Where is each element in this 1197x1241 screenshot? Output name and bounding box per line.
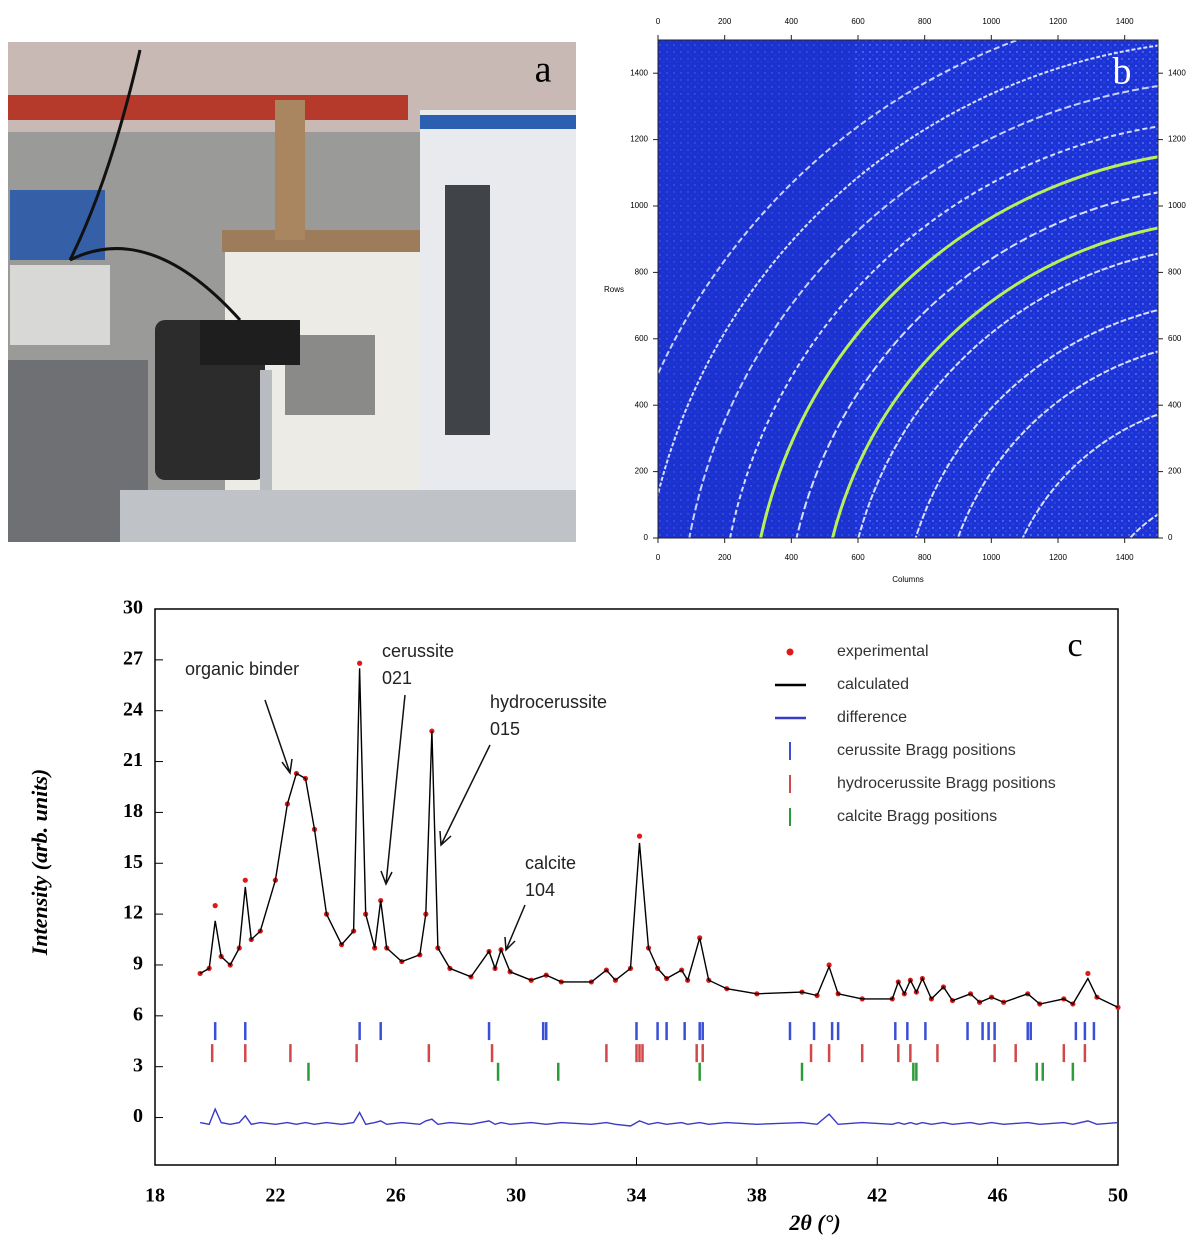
y-tick-label: 1200 (1168, 135, 1186, 144)
y-tick-label: 18 (123, 800, 143, 822)
legend-label: difference (837, 709, 907, 726)
data-point (242, 877, 248, 883)
y-tick-label: 600 (1168, 334, 1182, 343)
y-tick-label: 21 (123, 749, 143, 771)
x-tick-label: 38 (747, 1185, 767, 1207)
panel-label: b (1113, 51, 1132, 93)
x-tick-label: 30 (506, 1185, 526, 1207)
x-tick-label: 1000 (982, 17, 1000, 26)
x-tick-label: 400 (785, 17, 799, 26)
x-tick-label: 200 (718, 17, 732, 26)
annotation: hydrocerussite (490, 692, 607, 712)
y-tick-label: 9 (133, 953, 143, 975)
y-tick-label: 800 (635, 268, 649, 277)
y-tick-label: 0 (1168, 533, 1173, 542)
annotation-arrows (264, 694, 526, 952)
y-tick-label: 800 (1168, 268, 1182, 277)
axis-title: Columns (892, 575, 924, 584)
y-tick-label: 15 (123, 851, 143, 873)
x-tick-label: 1400 (1116, 17, 1134, 26)
y-tick-label: 0 (644, 533, 649, 542)
legend-label: experimental (837, 643, 929, 660)
legend-label: calculated (837, 676, 909, 693)
x-axis-title: 2θ (°) (788, 1210, 840, 1235)
legend-label: hydrocerussite Bragg positions (837, 775, 1056, 792)
y-tick-label: 600 (635, 334, 649, 343)
x-tick-label: 22 (265, 1185, 285, 1207)
axis-title: Rows (604, 285, 624, 294)
x-tick-label: 34 (627, 1185, 647, 1207)
legend-label: calcite Bragg positions (837, 808, 997, 825)
y-axis-title: Intensity (arb. units) (27, 769, 52, 956)
x-tick-label: 1200 (1049, 17, 1067, 26)
data-point (636, 833, 643, 839)
annotation: calcite (525, 853, 576, 873)
y-tick-label: 0 (133, 1105, 143, 1127)
x-tick-label: 26 (386, 1185, 406, 1207)
y-tick-label: 1200 (630, 135, 648, 144)
y-tick-label: 3 (133, 1054, 143, 1076)
x-tick-label: 46 (988, 1185, 1008, 1207)
y-tick-label: 200 (1168, 467, 1182, 476)
detector-image (657, 39, 1159, 539)
y-tick-label: 1400 (1168, 68, 1186, 77)
annotation: 021 (382, 668, 412, 688)
x-tick-label: 800 (918, 553, 932, 562)
x-tick-label: 400 (785, 553, 799, 562)
x-tick-label: 50 (1108, 1185, 1128, 1207)
annotation: 104 (525, 880, 555, 900)
x-tick-label: 0 (656, 553, 661, 562)
x-tick-label: 1400 (1116, 553, 1134, 562)
y-tick-label: 400 (1168, 400, 1182, 409)
annotation: 015 (490, 719, 520, 739)
data-point (212, 903, 218, 909)
y-tick-label: 24 (123, 698, 143, 720)
legend-marker (786, 648, 794, 656)
y-tick-label: 200 (635, 467, 649, 476)
legend-label: cerussite Bragg positions (837, 742, 1016, 759)
y-tick-label: 6 (133, 1003, 143, 1025)
x-tick-label: 1000 (982, 553, 1000, 562)
panel-label: a (535, 49, 552, 91)
y-tick-label: 1000 (1168, 201, 1186, 210)
x-tick-label: 1200 (1049, 553, 1067, 562)
data-line (199, 1107, 1119, 1127)
y-tick-label: 12 (123, 902, 143, 924)
y-tick-label: 30 (123, 597, 143, 619)
x-tick-label: 0 (656, 17, 661, 26)
y-tick-label: 400 (635, 400, 649, 409)
data-point (1085, 970, 1091, 977)
y-tick-label: 27 (123, 647, 143, 669)
y-tick-label: 1000 (630, 201, 648, 210)
x-tick-label: 18 (145, 1185, 165, 1207)
x-tick-label: 42 (867, 1185, 887, 1207)
x-tick-label: 600 (851, 17, 865, 26)
annotation: organic binder (185, 659, 299, 679)
annotation: cerussite (382, 641, 454, 661)
x-tick-label: 600 (851, 553, 865, 562)
y-tick-label: 1400 (630, 68, 648, 77)
data-point (357, 660, 363, 666)
photo (8, 42, 576, 542)
panel-label: c (1067, 627, 1082, 664)
x-tick-label: 200 (718, 553, 732, 562)
x-tick-label: 800 (918, 17, 932, 26)
data-line (199, 668, 1119, 1009)
